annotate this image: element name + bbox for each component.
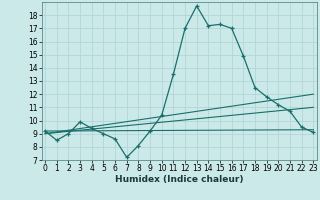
X-axis label: Humidex (Indice chaleur): Humidex (Indice chaleur) <box>115 175 244 184</box>
